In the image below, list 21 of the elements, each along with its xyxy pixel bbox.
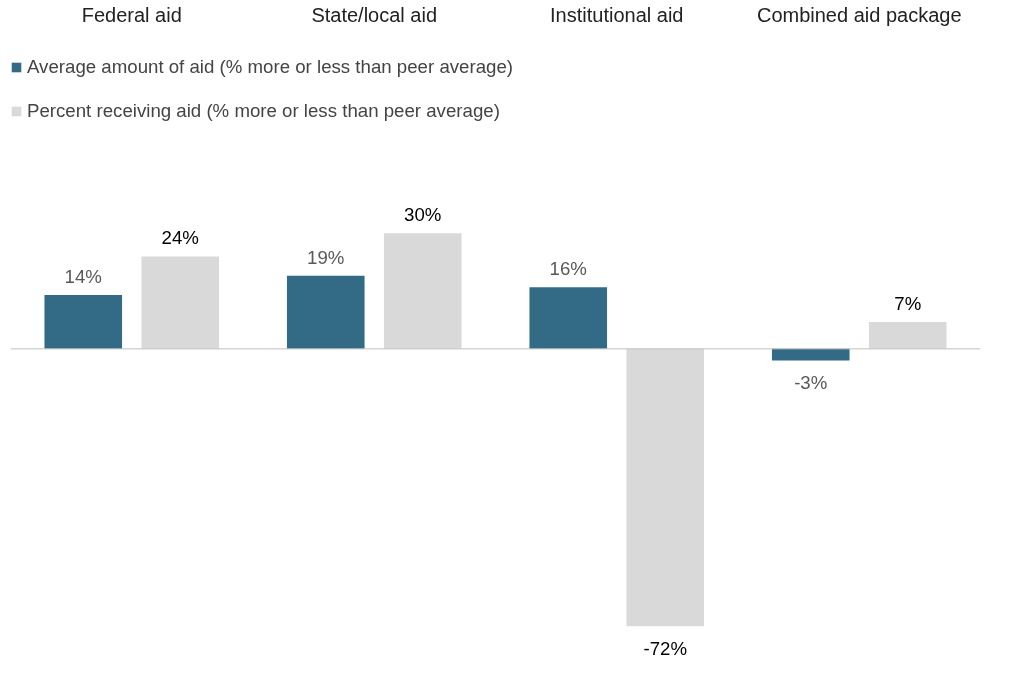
x-tick-label: Institutional aid — [550, 3, 684, 26]
x-tick-label: Federal aid — [81, 3, 182, 26]
bar — [626, 348, 705, 627]
bar — [529, 287, 608, 349]
data-label: -3% — [794, 372, 828, 394]
bar — [141, 256, 220, 349]
data-label: 16% — [549, 258, 587, 280]
legend-label: Percent receiving aid (% more or less than peer average) — [27, 100, 500, 122]
data-label: 19% — [307, 246, 345, 268]
data-label: -72% — [643, 638, 688, 660]
legend-label: Average amount of aid (% more or less than peer average) — [27, 56, 514, 78]
x-tick-label: State/local aid — [311, 3, 438, 26]
bar — [286, 275, 365, 349]
data-label: 24% — [161, 227, 199, 249]
data-label: 14% — [64, 265, 102, 287]
x-tick-label: Combined aid package — [756, 3, 962, 26]
data-label: 7% — [894, 292, 922, 314]
bar — [868, 321, 947, 349]
bar — [44, 294, 123, 349]
bar — [383, 233, 462, 349]
data-label: 30% — [404, 204, 442, 226]
